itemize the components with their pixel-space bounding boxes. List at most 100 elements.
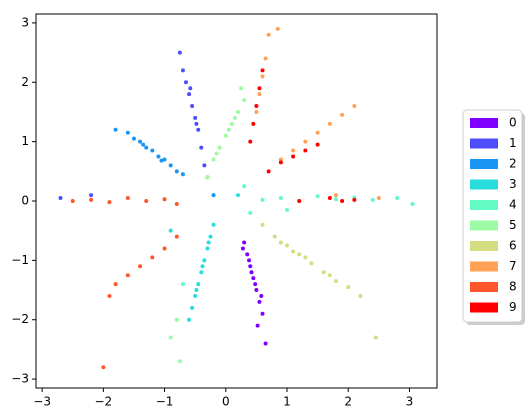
point — [248, 264, 253, 269]
point — [309, 261, 314, 266]
point — [333, 279, 338, 284]
point — [251, 121, 256, 126]
legend-label: 7 — [509, 259, 517, 273]
point — [239, 86, 244, 91]
point — [162, 246, 167, 251]
point — [321, 270, 326, 275]
legend-label: 5 — [509, 218, 517, 232]
legend-label: 3 — [509, 177, 517, 191]
point — [333, 193, 338, 198]
point — [180, 68, 185, 73]
point — [278, 160, 283, 165]
point — [370, 197, 375, 202]
point — [376, 196, 381, 201]
legend-label: 2 — [509, 157, 517, 171]
point — [236, 193, 241, 198]
point — [254, 109, 259, 114]
point — [141, 142, 146, 147]
point — [297, 252, 302, 257]
point — [190, 104, 195, 109]
point — [183, 80, 188, 85]
point — [125, 130, 130, 135]
point — [352, 104, 357, 109]
point — [315, 142, 320, 147]
point — [410, 201, 415, 206]
point — [327, 196, 332, 201]
point — [242, 240, 247, 245]
point — [174, 234, 179, 239]
point — [206, 240, 211, 245]
point — [193, 115, 198, 120]
point — [70, 199, 75, 203]
point — [217, 145, 222, 150]
point — [291, 249, 296, 254]
point — [278, 196, 283, 201]
point — [113, 127, 118, 132]
point — [254, 104, 259, 109]
point — [340, 199, 345, 203]
point — [58, 196, 63, 201]
point — [174, 201, 179, 206]
legend-label: 6 — [509, 239, 517, 253]
point — [177, 359, 182, 364]
point — [199, 145, 204, 150]
point — [205, 246, 210, 251]
point — [131, 136, 136, 141]
legend-label: 9 — [509, 300, 517, 314]
point — [257, 299, 262, 304]
point — [373, 335, 378, 340]
legend-swatch — [470, 138, 498, 149]
point — [156, 154, 161, 159]
x-tick-label: 1 — [283, 395, 291, 409]
point — [113, 282, 118, 287]
point — [89, 193, 94, 198]
point — [333, 197, 338, 202]
y-tick-label: 1 — [21, 134, 29, 148]
point — [285, 243, 290, 248]
point — [275, 26, 280, 31]
point — [260, 197, 265, 202]
point — [272, 234, 277, 239]
point — [291, 148, 296, 153]
point — [202, 163, 207, 168]
point — [232, 115, 237, 120]
x-tick-label: 3 — [406, 395, 414, 409]
legend-label: 1 — [509, 136, 517, 150]
point — [240, 246, 245, 251]
point — [315, 194, 320, 199]
point — [187, 92, 192, 97]
point — [352, 197, 357, 202]
legend-swatch — [470, 220, 498, 231]
legend-label: 4 — [509, 198, 517, 212]
point — [346, 285, 351, 290]
point — [187, 317, 192, 322]
point — [297, 199, 302, 203]
point — [168, 335, 173, 340]
x-tick-label: −2 — [94, 395, 112, 409]
point — [125, 196, 130, 201]
point — [266, 169, 271, 174]
x-tick-label: −1 — [156, 395, 174, 409]
x-tick-label: 0 — [222, 395, 230, 409]
point — [214, 151, 219, 156]
point — [263, 341, 268, 346]
point — [144, 199, 149, 203]
legend-swatch — [470, 282, 498, 292]
point — [253, 282, 258, 287]
point — [107, 293, 112, 298]
legend-swatch — [470, 261, 498, 272]
point — [291, 154, 296, 159]
point — [254, 288, 259, 293]
point — [174, 317, 179, 322]
point — [180, 172, 185, 177]
point — [162, 157, 167, 162]
point — [248, 210, 253, 215]
point — [101, 365, 106, 370]
point — [245, 252, 250, 257]
point — [150, 148, 155, 153]
point — [278, 157, 283, 162]
point — [236, 109, 241, 114]
point — [229, 121, 234, 126]
point — [260, 311, 265, 316]
point — [327, 273, 332, 278]
